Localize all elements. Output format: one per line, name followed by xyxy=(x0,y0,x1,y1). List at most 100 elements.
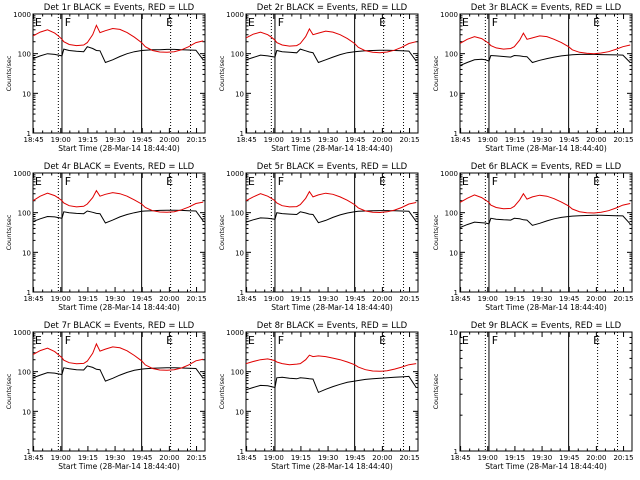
plot-frame xyxy=(245,13,419,134)
y-tick-label: 100 xyxy=(231,369,244,377)
events-series-line xyxy=(246,210,417,224)
region-marker: E xyxy=(248,175,255,188)
x-tick-label: 19:15 xyxy=(505,136,525,144)
x-tick-label: 19:15 xyxy=(78,136,98,144)
lld-series-line xyxy=(33,189,204,213)
y-tick-label: 1 xyxy=(454,289,458,297)
x-axis-label: Start Time (28-Mar-14 18:44:40) xyxy=(485,462,607,471)
region-marker: F xyxy=(278,16,284,29)
plot-frame xyxy=(245,172,419,293)
x-tick-label: 19:00 xyxy=(478,295,498,303)
events-series-line xyxy=(33,209,204,224)
x-tick-label: 20:15 xyxy=(399,295,419,303)
x-tick-label: 18:45 xyxy=(237,136,257,144)
events-series-line xyxy=(460,53,631,67)
region-marker: E xyxy=(166,175,173,188)
y-tick-label: 1000 xyxy=(440,11,458,19)
y-tick-label: 1000 xyxy=(226,329,244,337)
x-tick-label: 19:45 xyxy=(559,454,579,462)
x-tick-label: 19:30 xyxy=(105,295,125,303)
y-tick-label: 1 xyxy=(454,448,458,456)
y-tick-label: 1 xyxy=(240,289,244,297)
region-marker: E xyxy=(35,16,42,29)
region-marker: E xyxy=(462,175,469,188)
panel-title: Det 8r BLACK = Events, RED = LLD xyxy=(257,321,408,331)
region-marker: F xyxy=(65,175,71,188)
plot-frame xyxy=(32,172,206,293)
y-tick-label: 1 xyxy=(454,130,458,138)
events-series-line xyxy=(460,214,631,229)
y-tick-label: 10 xyxy=(22,408,31,416)
panel-title: Det 3r BLACK = Events, RED = LLD xyxy=(471,3,622,13)
region-marker: F xyxy=(492,175,498,188)
x-tick-label: 20:15 xyxy=(186,295,206,303)
y-tick-label: 1000 xyxy=(226,170,244,178)
events-series-line xyxy=(246,375,417,394)
detector-panel-4: Det 4r BLACK = Events, RED = LLD 1 10 100 10… xyxy=(5,162,207,312)
region-marker: E xyxy=(593,16,600,29)
x-tick-label: 20:15 xyxy=(613,136,633,144)
x-tick-label: 18:45 xyxy=(451,136,471,144)
x-tick-label: 18:45 xyxy=(451,295,471,303)
y-tick-label: 10 xyxy=(22,90,31,98)
panel-title: Det 5r BLACK = Events, RED = LLD xyxy=(257,162,408,172)
x-tick-label: 20:15 xyxy=(186,454,206,462)
x-tick-label: 19:45 xyxy=(559,136,579,144)
x-tick-label: 19:30 xyxy=(105,136,125,144)
y-axis-label: Counts/sec xyxy=(218,55,226,91)
y-tick-label: 100 xyxy=(18,51,31,59)
panel-title: Det 2r BLACK = Events, RED = LLD xyxy=(257,3,408,13)
x-tick-label: 18:45 xyxy=(237,454,257,462)
x-tick-label: 19:15 xyxy=(291,295,311,303)
x-tick-label: 20:00 xyxy=(586,136,606,144)
x-tick-label: 19:30 xyxy=(532,136,552,144)
lld-series-line xyxy=(33,342,204,371)
x-tick-label: 19:45 xyxy=(132,136,152,144)
detector-panel-5: Det 5r BLACK = Events, RED = LLD 1 10 100 10… xyxy=(218,162,420,312)
x-axis-label: Start Time (28-Mar-14 18:44:40) xyxy=(485,144,607,153)
region-marker: E xyxy=(462,334,469,347)
events-series-line xyxy=(33,365,204,382)
y-axis-label: Counts/sec xyxy=(432,214,440,250)
y-tick-label: 1 xyxy=(240,130,244,138)
y-tick-label: 1000 xyxy=(13,11,31,19)
x-tick-label: 18:45 xyxy=(24,136,44,144)
x-tick-label: 19:15 xyxy=(505,454,525,462)
y-tick-label: 1 xyxy=(27,289,31,297)
y-tick-label: 10 xyxy=(449,90,458,98)
x-tick-label: 19:00 xyxy=(264,454,284,462)
detector-panel-6: Det 6r BLACK = Events, RED = LLD 1 10 100 10… xyxy=(432,162,634,312)
x-tick-label: 19:30 xyxy=(532,454,552,462)
region-marker: E xyxy=(462,16,469,29)
region-marker: E xyxy=(593,175,600,188)
y-tick-label: 10 xyxy=(235,90,244,98)
plot-frame xyxy=(245,331,419,452)
y-tick-label: 1 xyxy=(240,448,244,456)
events-series-line xyxy=(246,48,417,64)
lld-series-line xyxy=(460,192,631,214)
x-tick-label: 20:15 xyxy=(399,454,419,462)
x-tick-label: 19:45 xyxy=(345,136,365,144)
detector-panel-2: Det 2r BLACK = Events, RED = LLD 1 10 100 10… xyxy=(218,3,420,153)
lld-series-line xyxy=(33,24,204,53)
x-tick-label: 19:00 xyxy=(51,136,71,144)
detector-panel-1: Det 1r BLACK = Events, RED = LLD 1 10 100 10… xyxy=(5,3,207,153)
x-axis-label: Start Time (28-Mar-14 18:44:40) xyxy=(485,303,607,312)
region-marker: E xyxy=(166,334,173,347)
plot-frame xyxy=(32,13,206,134)
detector-panel-9: Det 9r BLACK = Events, RED = LLD 1 10 Count… xyxy=(432,321,634,471)
region-marker: F xyxy=(65,16,71,29)
region-marker: E xyxy=(379,175,386,188)
y-tick-label: 1000 xyxy=(226,11,244,19)
x-tick-label: 19:00 xyxy=(51,295,71,303)
detector-panel-7: Det 7r BLACK = Events, RED = LLD 1 10 100 10… xyxy=(5,321,207,471)
x-tick-label: 19:00 xyxy=(51,454,71,462)
panel-title: Det 1r BLACK = Events, RED = LLD xyxy=(44,3,195,13)
x-tick-label: 19:00 xyxy=(478,136,498,144)
region-marker: E xyxy=(166,16,173,29)
x-axis-label: Start Time (28-Mar-14 18:44:40) xyxy=(58,144,180,153)
y-axis-label: Counts/sec xyxy=(5,55,13,91)
plot-frame xyxy=(32,331,206,452)
region-marker: E xyxy=(248,334,255,347)
lld-series-line xyxy=(246,354,417,372)
